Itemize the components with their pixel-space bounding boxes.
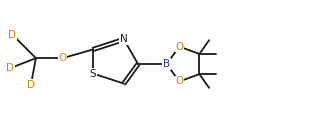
Text: O: O	[175, 42, 183, 52]
Text: O: O	[175, 77, 183, 86]
Text: S: S	[90, 69, 96, 79]
Text: D: D	[8, 30, 16, 40]
Text: D: D	[27, 80, 35, 90]
Text: N: N	[120, 34, 128, 44]
Text: O: O	[59, 53, 67, 63]
Text: D: D	[6, 63, 14, 73]
Text: B: B	[163, 59, 170, 69]
